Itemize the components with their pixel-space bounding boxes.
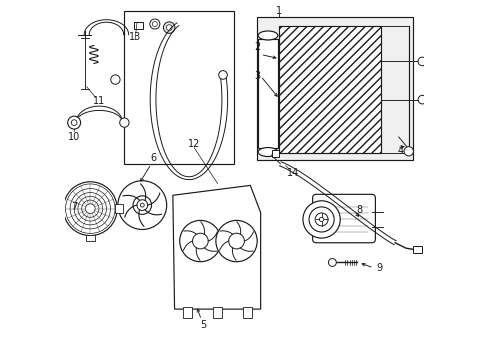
- Circle shape: [417, 57, 426, 66]
- Bar: [412, 246, 421, 253]
- Bar: [134, 22, 142, 30]
- Bar: [278, 26, 380, 153]
- Bar: [258, 39, 277, 148]
- Bar: [124, 12, 233, 164]
- Text: 10: 10: [68, 132, 80, 142]
- Bar: [115, 204, 122, 213]
- Text: 13: 13: [129, 32, 141, 41]
- Text: 14: 14: [286, 168, 299, 178]
- Circle shape: [308, 207, 333, 232]
- Circle shape: [417, 95, 426, 104]
- Circle shape: [303, 201, 340, 238]
- Text: 9: 9: [375, 263, 381, 273]
- Bar: [272, 149, 278, 157]
- Circle shape: [70, 189, 110, 229]
- Bar: [86, 234, 94, 241]
- Text: 5: 5: [200, 320, 206, 330]
- Polygon shape: [172, 185, 260, 309]
- Text: 2: 2: [253, 42, 260, 52]
- Circle shape: [218, 71, 227, 79]
- Circle shape: [110, 75, 120, 84]
- FancyBboxPatch shape: [312, 194, 375, 243]
- Text: 7: 7: [71, 202, 77, 212]
- Circle shape: [74, 193, 106, 225]
- Text: 11: 11: [93, 96, 105, 106]
- Circle shape: [215, 220, 257, 262]
- Bar: [183, 307, 191, 318]
- Circle shape: [120, 118, 129, 127]
- Circle shape: [81, 200, 99, 217]
- Bar: [243, 307, 251, 318]
- Circle shape: [85, 204, 95, 213]
- Circle shape: [149, 19, 160, 29]
- Text: 1: 1: [275, 6, 281, 17]
- Circle shape: [63, 182, 117, 235]
- Circle shape: [180, 220, 221, 262]
- Circle shape: [314, 213, 327, 226]
- Circle shape: [78, 196, 102, 221]
- Circle shape: [140, 203, 144, 207]
- Circle shape: [133, 196, 151, 214]
- Circle shape: [403, 147, 412, 156]
- Bar: [213, 307, 222, 318]
- Circle shape: [67, 116, 81, 129]
- Circle shape: [137, 200, 147, 211]
- Circle shape: [328, 258, 336, 266]
- Text: 6: 6: [150, 153, 156, 163]
- Circle shape: [163, 22, 175, 33]
- Text: 3: 3: [253, 71, 260, 81]
- Circle shape: [192, 233, 208, 249]
- Circle shape: [71, 120, 77, 126]
- Text: 8: 8: [355, 206, 362, 216]
- Circle shape: [152, 22, 157, 27]
- Ellipse shape: [258, 148, 277, 157]
- Circle shape: [228, 233, 244, 249]
- Text: 4: 4: [397, 146, 403, 156]
- Circle shape: [65, 184, 115, 233]
- Text: 12: 12: [188, 139, 200, 149]
- Ellipse shape: [258, 31, 277, 40]
- Circle shape: [166, 25, 172, 31]
- Circle shape: [118, 181, 166, 229]
- Bar: [257, 17, 412, 160]
- Circle shape: [319, 217, 323, 222]
